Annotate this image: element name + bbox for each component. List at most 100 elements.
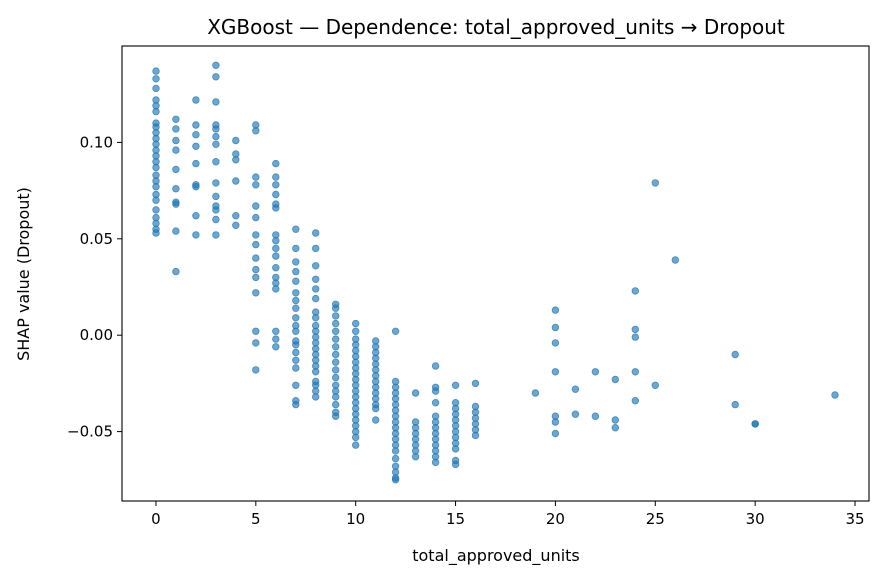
data-point-202: [391, 454, 400, 463]
data-point-271: [731, 400, 739, 409]
data-point-112: [292, 381, 300, 389]
data-point-98: [292, 258, 300, 266]
data-point-86: [272, 236, 280, 245]
data-point-97: [292, 244, 300, 253]
data-point-263: [631, 325, 639, 334]
data-point-5: [152, 107, 160, 116]
data-point-0: [152, 67, 160, 75]
data-point-79: [272, 159, 280, 168]
data-point-67: [252, 181, 260, 189]
data-point-39: [192, 159, 200, 168]
data-point-62: [232, 211, 240, 220]
data-point-2: [152, 84, 160, 93]
x-tick-label-2: 10: [346, 510, 365, 528]
chart-title: XGBoost — Dependence: total_approved_uni…: [207, 15, 785, 39]
data-point-56: [212, 215, 220, 224]
x-tick-label-4: 20: [546, 510, 565, 528]
data-point-26: [172, 125, 180, 133]
y-tick-label-0: 0.10: [80, 133, 113, 151]
data-point-35: [192, 96, 200, 104]
data-point-154: [352, 327, 360, 335]
data-point-70: [252, 231, 260, 239]
data-point-99: [292, 267, 300, 276]
data-point-41: [192, 182, 200, 191]
data-point-153: [352, 319, 360, 328]
x-tick-label-0: 0: [151, 510, 161, 528]
data-point-60: [232, 156, 240, 164]
data-point-260: [611, 416, 619, 424]
plot-area-frame: [121, 45, 870, 502]
data-point-256: [571, 410, 580, 418]
data-point-74: [252, 273, 260, 282]
data-point-110: [292, 356, 300, 364]
data-point-186: [372, 404, 380, 413]
data-point-261: [611, 424, 619, 432]
data-point-1: [152, 75, 160, 83]
data-point-57: [212, 231, 220, 239]
y-axis-label: SHAP value (Dropout): [14, 187, 33, 361]
data-point-228: [451, 381, 460, 389]
data-point-246: [471, 431, 480, 440]
data-point-227: [431, 458, 440, 467]
data-point-172: [352, 433, 360, 442]
data-point-258: [591, 412, 600, 420]
data-point-81: [272, 181, 280, 189]
data-point-69: [252, 213, 260, 222]
data-point-139: [332, 319, 340, 328]
data-point-25: [172, 115, 180, 123]
data-point-141: [332, 335, 340, 343]
data-point-52: [212, 179, 220, 187]
data-point-146: [332, 373, 340, 382]
data-point-58: [232, 136, 240, 145]
data-point-270: [731, 350, 739, 359]
data-point-135: [312, 393, 320, 401]
x-axis-ticks: 0 5 10 15 20 25 30 35: [151, 501, 865, 528]
data-point-239: [451, 460, 460, 469]
y-tick-label-1: 0.05: [80, 230, 113, 248]
data-point-144: [332, 358, 340, 366]
data-point-34: [172, 267, 180, 276]
data-point-102: [292, 296, 300, 305]
data-point-36: [192, 121, 200, 129]
data-point-71: [252, 240, 260, 249]
data-point-115: [312, 229, 320, 237]
data-point-80: [272, 173, 280, 181]
data-point-108: [292, 341, 300, 349]
data-point-45: [212, 73, 220, 81]
data-point-88: [272, 252, 280, 260]
data-point-251: [551, 368, 560, 376]
data-point-20: [152, 206, 160, 214]
data-point-268: [651, 381, 659, 389]
data-point-262: [631, 287, 639, 295]
data-point-116: [312, 244, 320, 253]
data-point-29: [172, 165, 180, 174]
data-point-19: [152, 196, 160, 204]
data-point-247: [531, 389, 540, 397]
x-tick-label-6: 30: [746, 510, 765, 528]
data-point-66: [252, 173, 260, 181]
data-point-207: [411, 389, 420, 397]
data-point-100: [292, 277, 300, 285]
data-point-218: [431, 399, 440, 407]
data-point-50: [212, 140, 220, 148]
data-point-120: [312, 294, 320, 303]
data-point-30: [172, 184, 180, 193]
data-point-150: [332, 400, 340, 409]
data-point-201: [391, 447, 400, 455]
data-point-14: [152, 163, 160, 172]
data-point-253: [551, 418, 560, 426]
data-point-131: [312, 368, 320, 376]
data-point-33: [172, 227, 180, 235]
data-point-206: [391, 476, 400, 484]
data-point-145: [332, 366, 340, 374]
data-point-187: [372, 416, 380, 424]
data-point-142: [332, 343, 340, 351]
data-point-214: [411, 453, 420, 461]
data-point-152: [332, 412, 340, 420]
data-point-255: [571, 385, 580, 393]
y-tick-label-3: −0.05: [67, 423, 113, 441]
data-points: [152, 61, 839, 484]
data-point-104: [292, 314, 300, 322]
data-point-140: [332, 327, 340, 335]
data-point-37: [192, 130, 200, 139]
